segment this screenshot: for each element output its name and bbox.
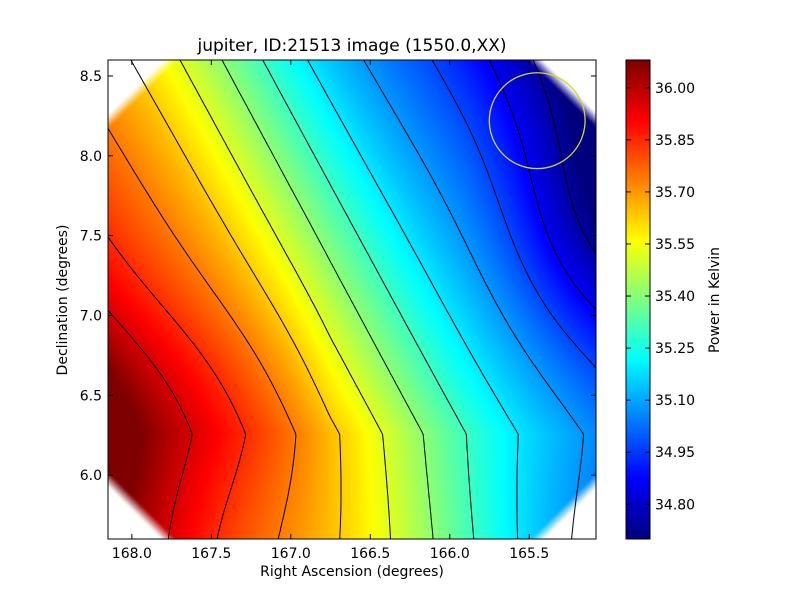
y-axis: 6.0 6.5 7.0 7.5 8.0 8.5 [80, 69, 596, 484]
chart-title: jupiter, ID:21513 image (1550.0,XX) [196, 36, 506, 56]
colorbar-gradient [626, 60, 650, 539]
x-tick-label: 165.5 [509, 546, 549, 562]
colorbar: 34.80 34.95 35.10 35.25 35.40 35.55 35.70 35.85… [625, 59, 723, 540]
x-axis: 168.0 167.5 167.0 166.5 166.0 165.5 [112, 60, 549, 562]
contour-line-9 [108, 128, 297, 539]
colorbar-tick-label: 34.95 [655, 445, 695, 461]
y-tick-label: 8.0 [80, 149, 102, 165]
plot-frame [107, 59, 597, 540]
contour-lines [108, 60, 596, 539]
colorbar-label: Power in Kelvin [707, 247, 723, 353]
contour-line-4 [307, 60, 519, 539]
x-tick-label: 166.5 [350, 546, 390, 562]
colorbar-ticks: 34.80 34.95 35.10 35.25 35.40 35.55 35.70 35.85… [626, 81, 695, 513]
colorbar-tick-label: 35.10 [655, 393, 695, 409]
x-tick-label: 167.0 [271, 546, 311, 562]
colorbar-tick-label: 35.25 [655, 341, 695, 357]
x-tick-label: 166.0 [430, 546, 470, 562]
y-tick-label: 6.5 [80, 388, 102, 404]
colorbar-frame [625, 59, 651, 540]
contour-line-0 [532, 60, 596, 254]
colorbar-tick-label: 35.55 [655, 237, 695, 253]
contour-line-5 [262, 60, 475, 539]
y-tick-label: 6.0 [80, 468, 102, 484]
heatmap-image [108, 60, 596, 539]
colorbar-tick-label: 35.70 [655, 185, 695, 201]
contour-line-3 [363, 60, 584, 539]
y-axis-label: Declination (degrees) [55, 225, 71, 376]
colorbar-tick-label: 34.80 [655, 497, 695, 513]
y-tick-label: 7.0 [80, 308, 102, 324]
x-axis-label: Right Ascension (degrees) [260, 564, 444, 580]
y-tick-label: 8.5 [80, 69, 102, 85]
colorbar-tick-label: 36.00 [655, 81, 695, 97]
beam-circle [488, 72, 586, 170]
heatmap-plot [108, 60, 596, 539]
colorbar-tick-label: 35.85 [655, 133, 695, 149]
contour-line-2 [431, 60, 596, 369]
x-tick-label: 168.0 [112, 546, 152, 562]
x-tick-label: 167.5 [191, 546, 231, 562]
colorbar-tick-label: 35.40 [655, 289, 695, 305]
y-tick-label: 7.5 [80, 229, 102, 245]
